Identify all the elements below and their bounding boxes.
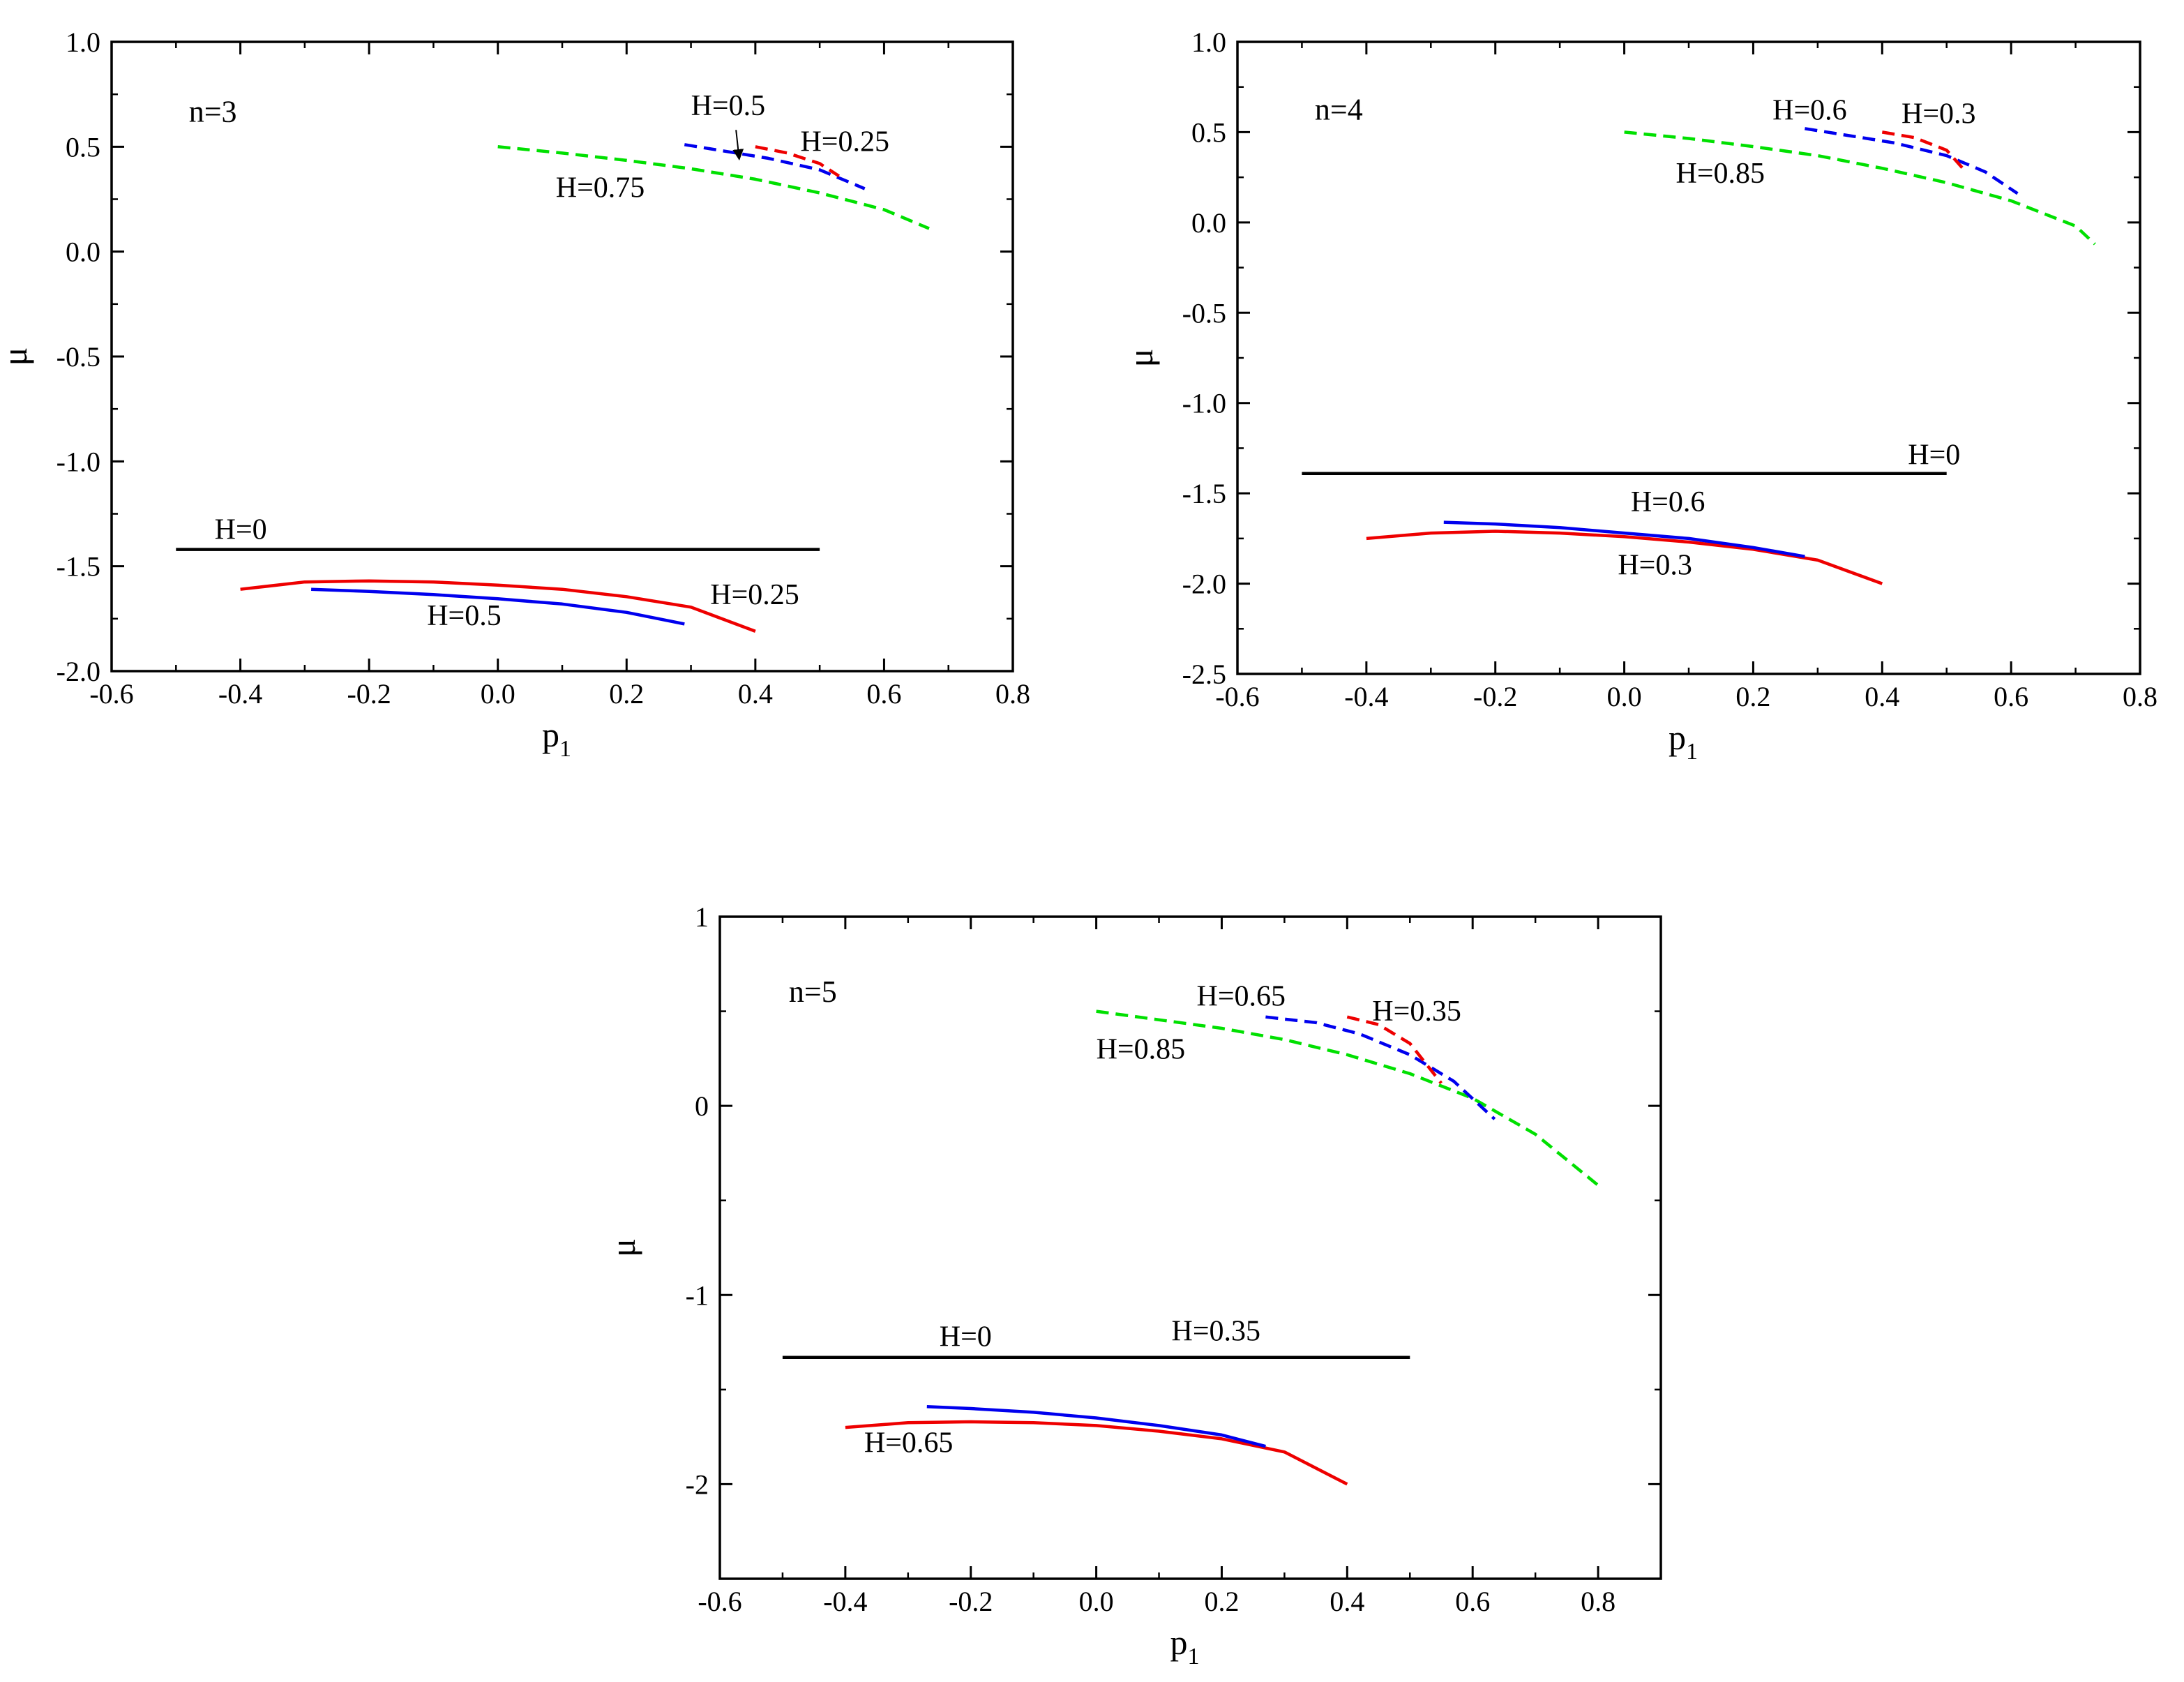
curve-label: H=0.6 (1631, 486, 1705, 518)
plot-frame (718, 915, 1662, 1580)
curve-label: H=0.5 (427, 600, 502, 632)
x-tick-label: 0.0 (1079, 1586, 1114, 1617)
curve-label: H=0.35 (1372, 996, 1461, 1028)
y-tick-label: 0 (695, 1090, 709, 1122)
curve-label: H=0 (940, 1321, 992, 1353)
x-axis-title: p1 (1170, 1623, 1200, 1669)
x-axis-title-subscript: 1 (1686, 739, 1698, 765)
series-h-0-35-lower (926, 1405, 1266, 1448)
y-tick-label: 0.0 (66, 236, 100, 268)
series-h-0-25-lower (240, 579, 756, 633)
y-tick-label: 0.5 (66, 131, 100, 163)
series-h-0-5-lower (311, 587, 685, 626)
series-h-0-25-upper (755, 145, 841, 178)
x-tick-label: 0.8 (1581, 1586, 1616, 1617)
panel-label: n=5 (789, 975, 837, 1009)
curve-label: H=0.5 (691, 90, 766, 122)
curve-label: H=0 (1908, 440, 1960, 472)
y-tick-label: -1.0 (57, 446, 100, 477)
annotation-arrow (732, 130, 744, 160)
y-tick-label: -0.5 (57, 341, 100, 373)
panel-n4: -0.6 -0.4 -0.2 0.0 0.2 0.4 0.6 0.8 1.0 0.5 0.0 -0.5… (1121, 27, 2157, 765)
x-tick-label: 0.0 (1607, 681, 1642, 712)
series-h-0-65-upper (1265, 1015, 1496, 1120)
x-axis-title-main: p (1170, 1623, 1188, 1662)
x-axis-title-main: p (1669, 718, 1686, 757)
y-tick-label: -1.5 (1182, 478, 1226, 509)
series-h-0-5-upper (684, 143, 866, 190)
y-tick-label: -0.5 (1182, 297, 1226, 329)
curve-label: H=0.6 (1772, 94, 1847, 126)
x-tick-label: 0.4 (1865, 681, 1899, 712)
curve-label: H=0.65 (1196, 980, 1286, 1012)
x-tick-label: 0.8 (995, 678, 1030, 709)
x-tick-label: -0.2 (1473, 681, 1517, 712)
series-h-0-6-upper (1805, 127, 2019, 195)
curve-label: H=0.85 (1676, 158, 1765, 190)
y-tick-label: 1.0 (1191, 27, 1226, 58)
x-tick-label: 0.0 (481, 678, 515, 709)
panel-label: n=4 (1315, 92, 1363, 126)
x-axis-title: p1 (542, 715, 571, 762)
y-tick-label: -2.0 (57, 656, 100, 687)
series-h-0-85 (1624, 130, 2096, 246)
x-tick-label: -0.2 (949, 1586, 993, 1617)
x-axis-title: p1 (1669, 718, 1698, 765)
curve-label: H=0.85 (1097, 1033, 1186, 1065)
x-tick-label: 0.2 (1735, 681, 1770, 712)
x-tick-label: 0.6 (1455, 1586, 1490, 1617)
x-tick-label: 0.6 (1994, 681, 2028, 712)
x-tick-label: 0.2 (1204, 1586, 1239, 1617)
y-axis-title: μ (603, 1238, 642, 1257)
series-h-0-85 (1096, 1009, 1599, 1187)
y-axis-title: μ (1121, 349, 1160, 368)
series-h-0-35-upper (1346, 1015, 1443, 1084)
curve-label: H=0.25 (800, 126, 889, 158)
curve-label: H=0.65 (864, 1427, 954, 1459)
y-tick-label: 1.0 (66, 27, 100, 58)
curve-label: H=0 (215, 514, 267, 546)
x-tick-label: -0.4 (1344, 681, 1388, 712)
curve-label: H=0.3 (1618, 550, 1692, 582)
x-tick-label: 0.6 (866, 678, 901, 709)
y-tick-label: -1.5 (57, 551, 100, 583)
x-tick-label: -0.6 (89, 678, 133, 709)
panel-n5: -0.6 -0.4 -0.2 0.0 0.2 0.4 0.6 0.810-1-2p1μn=5H… (603, 901, 1662, 1669)
x-tick-label: -0.6 (1215, 681, 1259, 712)
x-tick-label: 0.4 (1330, 1586, 1364, 1617)
x-axis-title-subscript: 1 (559, 736, 571, 762)
x-axis-title-subscript: 1 (1188, 1644, 1200, 1669)
y-tick-label: 0.5 (1191, 117, 1226, 148)
y-tick-label: 0.0 (1191, 207, 1226, 239)
series-h-0-6-lower (1443, 520, 1805, 558)
y-tick-label: -2 (686, 1469, 709, 1500)
panel-label: n=3 (189, 94, 237, 128)
y-axis-title: μ (0, 347, 34, 366)
x-tick-label: 0.4 (738, 678, 773, 709)
x-axis-title-main: p (542, 715, 559, 754)
x-tick-label: 0.2 (609, 678, 644, 709)
y-tick-label: -2.0 (1182, 569, 1226, 600)
y-tick-label: 1 (695, 901, 709, 933)
curve-label: H=0.35 (1172, 1315, 1261, 1347)
x-tick-label: -0.4 (218, 678, 262, 709)
y-tick-label: -1 (686, 1279, 709, 1311)
panel-n3: -0.6 -0.4 -0.2 0.0 0.2 0.4 0.6 0.8 1.0 0.5 0.0 -0.5… (0, 27, 1030, 762)
x-tick-label: 0.8 (2123, 681, 2157, 712)
y-tick-label: -1.0 (1182, 388, 1226, 419)
y-tick-label: -2.5 (1182, 659, 1226, 690)
x-tick-label: -0.4 (823, 1586, 867, 1617)
series-h-0-3-upper (1881, 130, 1968, 173)
curve-label: H=0.3 (1901, 98, 1976, 130)
curve-label: H=0.25 (710, 579, 799, 611)
curve-label: H=0.75 (556, 172, 645, 204)
series-h-0-75 (497, 145, 930, 230)
series-h-0-65-lower (845, 1420, 1348, 1486)
x-tick-label: -0.2 (347, 678, 391, 709)
x-tick-label: -0.6 (698, 1586, 741, 1617)
